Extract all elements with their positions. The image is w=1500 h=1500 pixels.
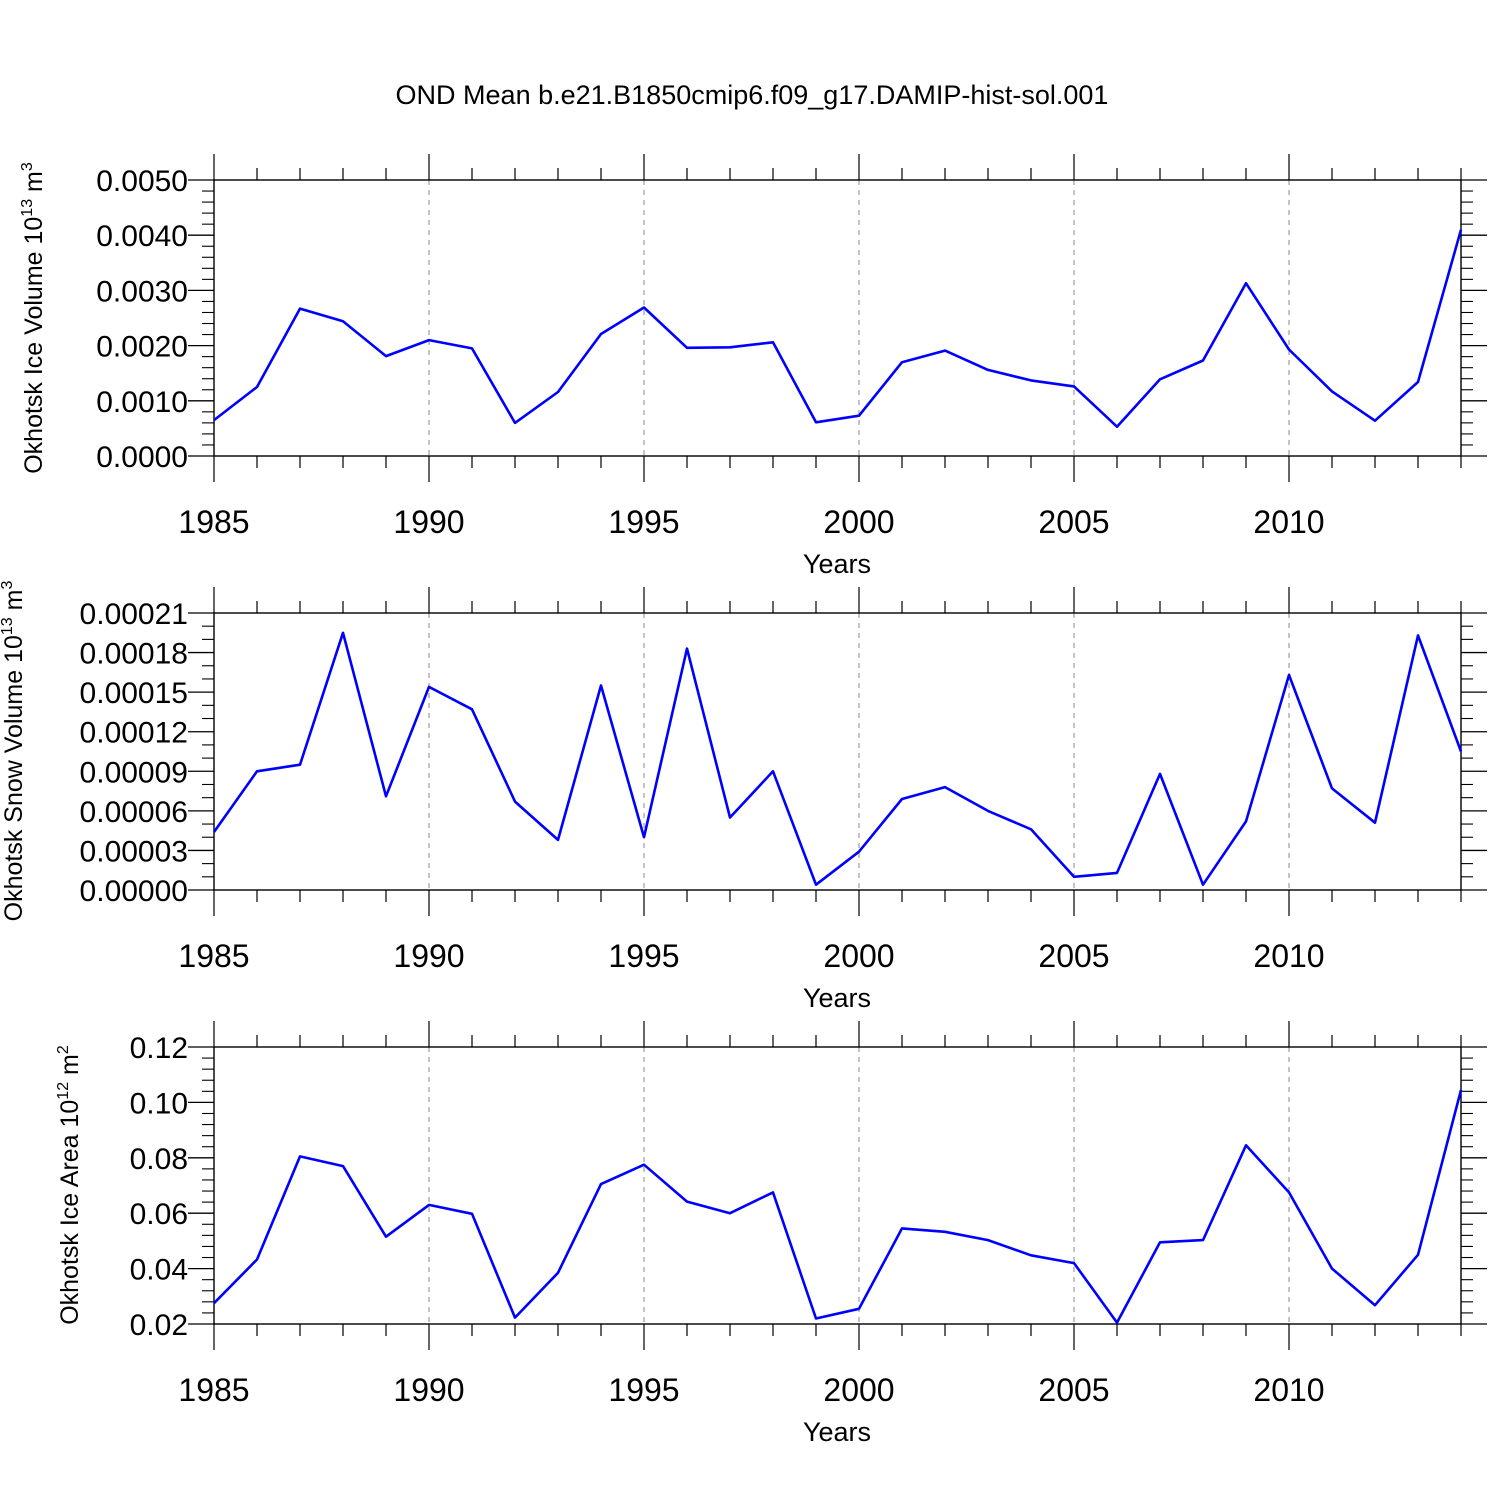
x-tick-label: 1990 — [393, 938, 464, 974]
x-tick-label: 1990 — [393, 504, 464, 540]
y-tick-label: 0.00003 — [80, 835, 188, 868]
x-axis-label: Years — [803, 983, 871, 1013]
y-tick-label: 0.00021 — [80, 598, 188, 631]
y-axis-label: Okhotsk Snow Volume 1013 m3 — [0, 581, 28, 922]
y-tick-label: 0.08 — [130, 1143, 188, 1176]
y-tick-label: 0.0020 — [96, 331, 188, 364]
y-tick-label: 0.06 — [130, 1198, 188, 1231]
plot-frame — [213, 179, 1462, 457]
x-tick-label: 2005 — [1038, 504, 1109, 540]
series-line — [213, 1089, 1463, 1324]
y-tick-label: 0.04 — [130, 1254, 188, 1287]
y-tick-label: 0.00015 — [80, 677, 188, 710]
x-tick-label: 1995 — [608, 1372, 679, 1408]
x-tick-label: 2005 — [1038, 938, 1109, 974]
x-tick-label: 1985 — [178, 1372, 249, 1408]
x-tick-label: 1985 — [178, 938, 249, 974]
y-tick-label: 0.00000 — [80, 875, 188, 908]
x-tick-label: 1995 — [608, 938, 679, 974]
x-axis-label: Years — [803, 549, 871, 579]
x-tick-label: 2010 — [1253, 1372, 1324, 1408]
plot-frame — [213, 612, 1462, 891]
y-tick-label: 0.00006 — [80, 796, 188, 829]
y-tick-label: 0.12 — [130, 1032, 188, 1065]
x-tick-label: 2000 — [823, 504, 894, 540]
x-tick-label: 2010 — [1253, 938, 1324, 974]
series-line — [213, 229, 1463, 429]
y-tick-label: 0.0000 — [96, 441, 188, 474]
chart-title: OND Mean b.e21.B1850cmip6.f09_g17.DAMIP-… — [396, 80, 1109, 110]
panel-1: 1985 1990 1995 2000 2005 2010 Years 0.0000 0.001… — [19, 154, 1487, 579]
series-line — [212, 631, 1463, 887]
y-tick-label: 0.00012 — [80, 717, 188, 750]
panels: 1985 1990 1995 2000 2005 2010 Years 0.0000 0.001… — [0, 154, 1487, 1447]
x-tick-label: 2010 — [1253, 504, 1324, 540]
x-tick-label: 1985 — [178, 504, 249, 540]
y-tick-label: 0.00009 — [80, 756, 188, 789]
x-tick-label: 2000 — [823, 938, 894, 974]
plot-frame — [213, 1046, 1462, 1325]
y-tick-label: 0.0010 — [96, 386, 188, 419]
x-tick-label: 1990 — [393, 1372, 464, 1408]
x-axis-label: Years — [803, 1417, 871, 1447]
x-tick-label: 2000 — [823, 1372, 894, 1408]
y-tick-label: 0.02 — [130, 1309, 188, 1342]
x-tick-label: 1995 — [608, 504, 679, 540]
y-tick-label: 0.0050 — [96, 165, 188, 198]
x-tick-label: 2005 — [1038, 1372, 1109, 1408]
y-tick-label: 0.10 — [130, 1087, 188, 1120]
panel-3: 1985 1990 1995 2000 2005 2010 Years 0.02 0.04 0.0… — [55, 1021, 1487, 1447]
y-tick-label: 0.0040 — [96, 220, 188, 253]
y-axis-label: Okhotsk Ice Area 1012 m2 — [55, 1045, 84, 1325]
y-tick-label: 0.0030 — [96, 275, 188, 308]
panel-2: 1985 1990 1995 2000 2005 2010 Years 0.00000 0.00… — [0, 581, 1487, 1013]
y-axis-label: Okhotsk Ice Volume 1013 m3 — [19, 162, 48, 474]
y-tick-label: 0.00018 — [80, 638, 188, 671]
